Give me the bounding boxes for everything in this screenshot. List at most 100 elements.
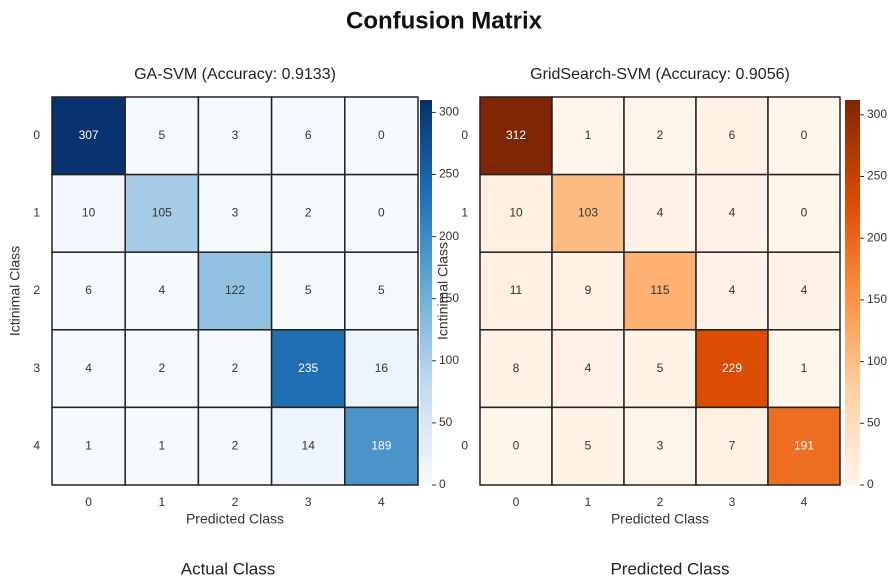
heatmap-cell	[270, 329, 346, 409]
heatmap-cell	[767, 251, 841, 331]
cell-label: 5	[378, 283, 385, 297]
footer-label: Predicted Class	[610, 559, 729, 578]
x-tick-label: 4	[801, 495, 808, 509]
cell-label: 307	[79, 128, 99, 142]
y-tick-label: 0	[461, 128, 468, 142]
x-tick-label: 0	[513, 495, 520, 509]
cell-label: 0	[801, 206, 808, 220]
colorbar-tick-label: 100	[867, 354, 887, 368]
cell-label: 2	[657, 128, 664, 142]
cell-label: 1	[158, 438, 165, 452]
y-tick-label: 0	[33, 128, 40, 142]
cell-label: 0	[378, 128, 385, 142]
heatmap-cell	[551, 251, 625, 331]
colorbar-tick-label: 250	[867, 169, 887, 183]
cell-label: 10	[82, 206, 96, 220]
heatmap-cell	[197, 96, 273, 176]
y-tick-label: 1	[33, 206, 40, 220]
cell-label: 9	[585, 283, 592, 297]
cell-label: 103	[578, 206, 598, 220]
colorbar-tick-label: 300	[867, 107, 887, 121]
x-tick-label: 1	[158, 495, 165, 509]
cell-label: 4	[801, 283, 808, 297]
heatmap-cell	[124, 329, 200, 409]
y-tick-label: 4	[33, 438, 40, 452]
heatmap-cell	[124, 96, 200, 176]
colorbar-tick-label: 50	[867, 415, 881, 429]
cell-label: 235	[298, 361, 318, 375]
colorbar	[845, 100, 860, 485]
cell-label: 5	[657, 361, 664, 375]
colorbar-tick-label: 200	[867, 230, 887, 244]
heatmap-cell	[767, 173, 841, 253]
heatmap-cell	[124, 406, 200, 486]
heatmap-cell	[51, 329, 126, 409]
cell-label: 3	[232, 206, 239, 220]
cell-label: 4	[158, 283, 165, 297]
cell-label: 6	[729, 128, 736, 142]
x-tick-label: 2	[232, 495, 239, 509]
heatmap-cell	[551, 96, 625, 176]
heatmap-cell	[623, 406, 697, 486]
heatmap-cell	[695, 96, 769, 176]
cell-label: 229	[722, 361, 742, 375]
x-tick-label: 2	[657, 495, 664, 509]
cell-label: 312	[506, 128, 526, 142]
cell-label: 5	[305, 283, 312, 297]
cell-label: 4	[585, 361, 592, 375]
figure-title: Confusion Matrix	[346, 7, 543, 34]
heatmap-cell	[695, 173, 769, 253]
y-tick-label: 3	[33, 361, 40, 375]
cell-label: 0	[513, 438, 520, 452]
cell-label: 2	[158, 361, 165, 375]
colorbar	[420, 100, 432, 485]
cell-label: 2	[305, 206, 312, 220]
cell-label: 189	[371, 438, 391, 452]
cell-label: 8	[513, 361, 520, 375]
cell-label: 0	[378, 206, 385, 220]
cell-label: 10	[509, 206, 523, 220]
cell-label: 7	[729, 438, 736, 452]
cell-label: 6	[85, 283, 92, 297]
x-axis-label: Predicted Class	[611, 511, 709, 527]
cell-label: 11	[510, 283, 523, 297]
footer-label: Actual Class	[181, 559, 275, 578]
cell-label: 105	[152, 206, 172, 220]
subplot-title: GA-SVM (Accuracy: 0.9133)	[134, 66, 336, 83]
colorbar-tick-label: 150	[867, 292, 887, 306]
heatmap-cell	[51, 96, 126, 176]
heatmap-cell	[51, 173, 126, 253]
cell-label: 0	[801, 128, 808, 142]
heatmap-cell	[270, 251, 346, 331]
cell-label: 1	[85, 438, 92, 452]
y-tick-label: 2	[33, 283, 40, 297]
colorbar-label: Counts	[887, 270, 889, 314]
cell-label: 2	[232, 438, 239, 452]
cell-label: 191	[794, 438, 814, 452]
colorbar-tick-label: 50	[439, 415, 453, 429]
cell-label: 4	[657, 206, 664, 220]
x-tick-label: 3	[729, 495, 736, 509]
heatmap-cell	[197, 329, 273, 409]
colorbar-tick-label: 300	[439, 105, 459, 119]
heatmap-cell	[51, 406, 126, 486]
cell-label: 16	[375, 361, 389, 375]
cell-label: 4	[85, 361, 92, 375]
y-tick-label: 1	[461, 206, 468, 220]
cell-label: 3	[232, 128, 239, 142]
cell-label: 14	[302, 438, 316, 452]
heatmap-cell	[479, 96, 553, 176]
colorbar-tick-label: 0	[867, 477, 874, 491]
heatmap-cell	[623, 329, 697, 409]
heatmap-cell	[695, 406, 769, 486]
heatmap-cell	[551, 406, 625, 486]
heatmap-cell	[344, 173, 419, 253]
cell-label: 115	[650, 283, 669, 297]
cell-label: 5	[158, 128, 165, 142]
heatmap-cell	[124, 251, 200, 331]
heatmap-cell	[197, 406, 273, 486]
heatmap-cell	[479, 406, 553, 486]
colorbar-tick-label: 0	[439, 477, 446, 491]
y-tick-label: 0	[461, 438, 468, 452]
